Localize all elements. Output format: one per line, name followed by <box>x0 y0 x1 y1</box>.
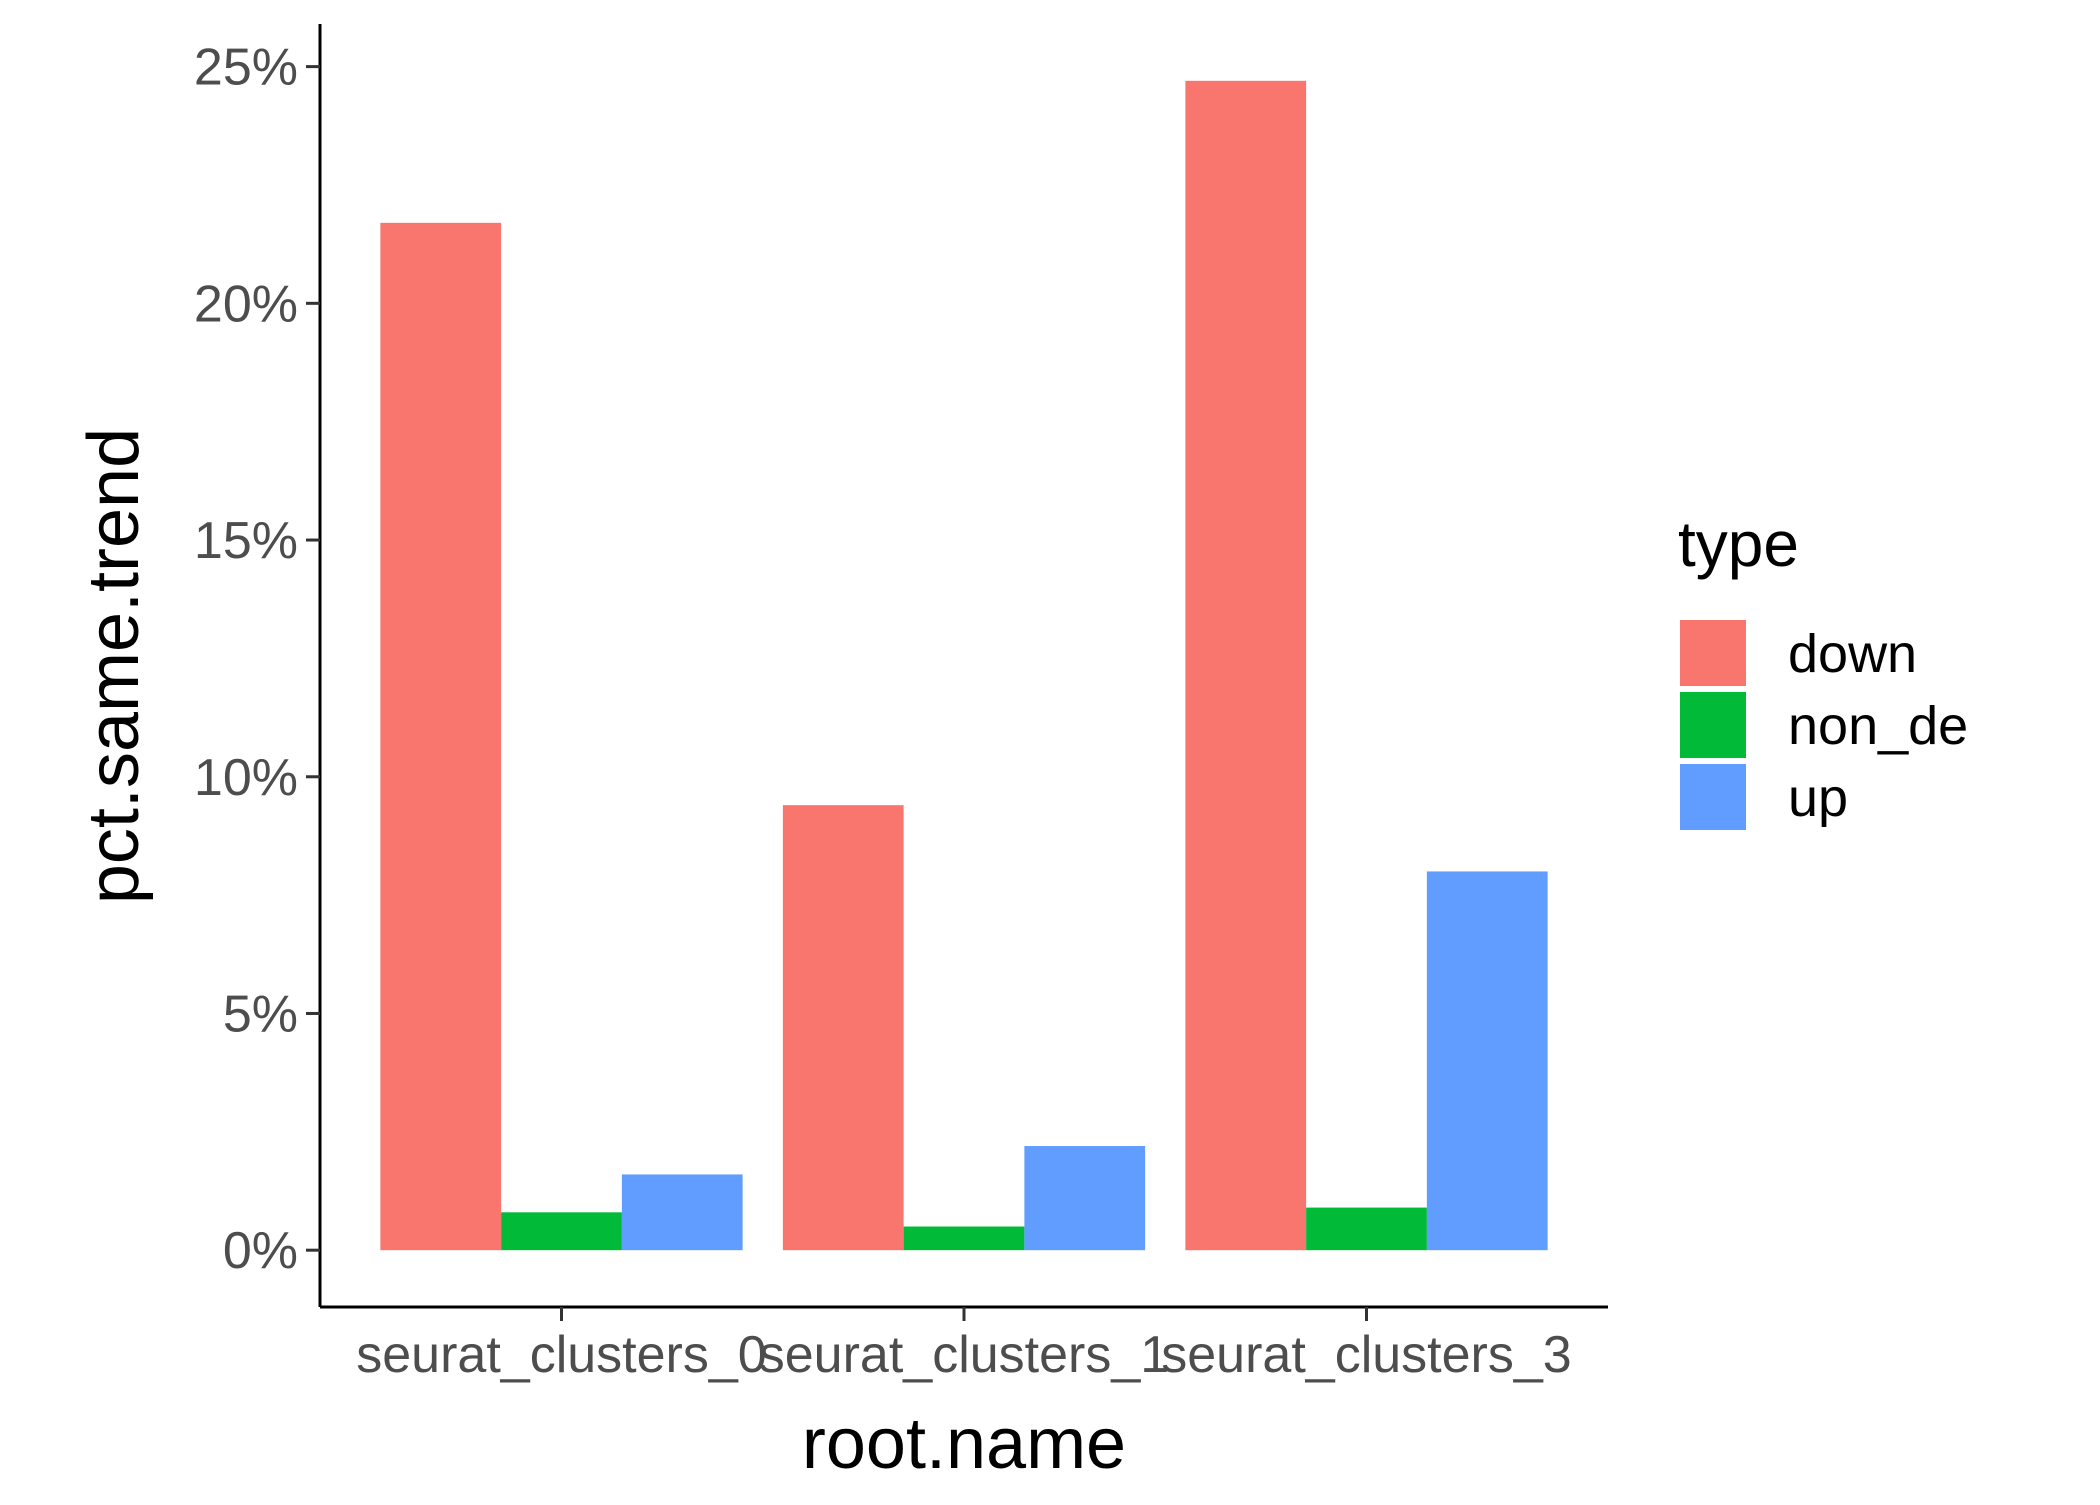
y-axis-ticks: 0% 5% 10% 15% 20% 25% <box>194 39 320 1280</box>
bar-non_de-seurat_clusters_1 <box>903 1226 1025 1251</box>
y-tick-label: 20% <box>194 275 298 333</box>
bar-non_de-seurat_clusters_0 <box>501 1212 622 1251</box>
legend-swatch-down <box>1680 620 1746 686</box>
legend-label-up: up <box>1788 768 1848 828</box>
x-tick-label: seurat_clusters_3 <box>1161 1326 1571 1384</box>
bar-up-seurat_clusters_3 <box>1426 871 1548 1251</box>
bar-down-seurat_clusters_1 <box>782 805 904 1251</box>
y-tick-label: 15% <box>194 512 298 570</box>
legend-label-down: down <box>1788 624 1917 684</box>
bar-down-seurat_clusters_0 <box>380 222 502 1251</box>
y-tick-label: 25% <box>194 39 298 97</box>
plot-area <box>380 80 1548 1251</box>
y-axis-title: pct.same.trend <box>74 428 154 904</box>
legend-label-non_de: non_de <box>1788 696 1968 756</box>
bar-non_de-seurat_clusters_3 <box>1306 1207 1427 1251</box>
x-axis-title: root.name <box>802 1404 1126 1484</box>
legend-swatch-non_de <box>1680 692 1746 758</box>
legend-swatch-up <box>1680 764 1746 830</box>
legend-title: type <box>1678 508 1799 580</box>
x-tick-label: seurat_clusters_1 <box>759 1326 1169 1384</box>
x-axis-ticks: seurat_clusters_0seurat_clusters_1seurat… <box>356 1307 1572 1384</box>
bar-down-seurat_clusters_3 <box>1185 80 1307 1251</box>
y-tick-label: 0% <box>223 1222 298 1280</box>
bar-up-seurat_clusters_1 <box>1024 1146 1146 1251</box>
y-tick-label: 10% <box>194 749 298 807</box>
y-tick-label: 5% <box>223 985 298 1043</box>
x-tick-label: seurat_clusters_0 <box>356 1326 766 1384</box>
bar-up-seurat_clusters_0 <box>621 1174 743 1251</box>
